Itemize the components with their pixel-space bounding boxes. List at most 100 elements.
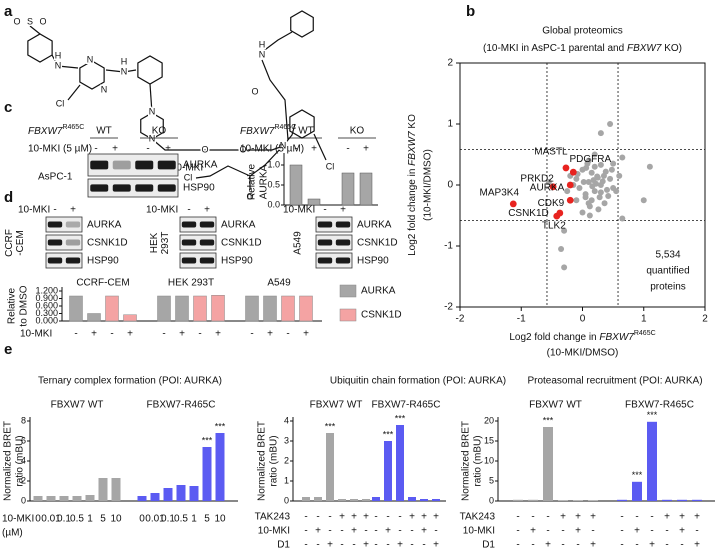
point xyxy=(585,157,592,164)
bar xyxy=(175,295,189,322)
genotype-label: FBXW7R465C xyxy=(240,124,296,136)
point-label: AURKA xyxy=(530,183,565,194)
sign-label: + xyxy=(421,512,427,523)
protein-label: HSP90 xyxy=(87,256,119,267)
bar xyxy=(123,314,137,322)
sign-label: - xyxy=(304,512,307,523)
treatment-label: 10-MKI xyxy=(283,205,315,216)
group-label: WT xyxy=(96,126,112,137)
ring xyxy=(27,33,53,63)
point xyxy=(597,189,604,196)
sign-label: - xyxy=(650,526,653,537)
sign-label: - xyxy=(162,329,165,340)
sign-label: - xyxy=(546,526,549,537)
y-tick-label: 2 xyxy=(447,58,453,69)
x-tick-label: 10 xyxy=(214,514,226,525)
point xyxy=(607,175,614,182)
y-tick-label: 0.900 xyxy=(35,293,58,303)
protein-label: AURKA xyxy=(357,220,392,231)
y-axis-label: ratio (mBU) xyxy=(473,435,484,486)
y-tick-label: 0 xyxy=(447,180,453,191)
point xyxy=(591,151,598,158)
point xyxy=(610,160,617,167)
group-label: FBXW7-R465C xyxy=(625,400,694,411)
x-tick-label: 0.1 xyxy=(161,514,175,525)
bar xyxy=(341,172,355,206)
bond xyxy=(261,31,293,53)
atom-label: N xyxy=(121,66,128,76)
significance: *** xyxy=(647,410,658,420)
atom-label: Cl xyxy=(326,161,335,171)
panel-letter: c xyxy=(4,99,12,116)
y-tick-label: 1.0 xyxy=(267,159,280,169)
point xyxy=(588,169,595,176)
bar xyxy=(157,295,171,322)
sign-label: - xyxy=(323,205,326,216)
band xyxy=(181,239,197,246)
genotype-label: FBXW7R465C xyxy=(28,124,84,136)
legend-label: AURKA xyxy=(361,286,396,297)
point xyxy=(586,203,593,210)
point xyxy=(646,163,653,170)
band xyxy=(317,221,333,228)
point xyxy=(589,183,596,190)
y-tick-label: 0.300 xyxy=(35,308,58,318)
x-axis-label-part: FBXW7 xyxy=(599,332,634,343)
sign-label: - xyxy=(650,512,653,523)
condition-label: 10-MKI xyxy=(463,526,495,537)
bar xyxy=(245,295,259,322)
point xyxy=(586,212,593,219)
point xyxy=(576,185,583,192)
annotation: proteins xyxy=(650,282,686,293)
band xyxy=(199,221,215,228)
y-tick-label: 5 xyxy=(489,475,494,485)
bar xyxy=(46,496,56,501)
x-tick-label: 0.5 xyxy=(174,514,188,525)
sign-label: - xyxy=(316,512,319,523)
bar xyxy=(33,496,43,501)
condition-label: 10-MKI xyxy=(258,526,290,537)
significance: *** xyxy=(202,435,213,445)
bar xyxy=(588,500,598,501)
bond xyxy=(249,145,284,190)
band xyxy=(135,160,154,170)
cell-line-label: HEK xyxy=(149,232,160,253)
sign-label: + xyxy=(433,512,439,523)
bar xyxy=(150,493,160,501)
genotype-label-part: R465C xyxy=(274,124,296,131)
x-axis-label: (10-MKI/DMSO) xyxy=(547,348,619,359)
x-axis-label: (µM) xyxy=(2,528,23,539)
group-label: KO xyxy=(152,126,167,137)
sign-label: - xyxy=(374,512,377,523)
sign-label: + xyxy=(385,526,391,537)
bar xyxy=(632,481,642,501)
point xyxy=(591,163,598,170)
x-tick-label: 0.01 xyxy=(145,514,165,525)
sign-label: - xyxy=(410,540,413,551)
sign-label: - xyxy=(374,526,377,537)
band xyxy=(199,257,215,264)
x-tick-label: 0 xyxy=(35,514,41,525)
y-tick-label: 3 xyxy=(284,435,289,445)
cell-line-label: -CEM xyxy=(15,230,26,256)
sign-label: + xyxy=(409,512,415,523)
sign-label: + xyxy=(127,329,133,340)
ring xyxy=(79,60,105,90)
blot xyxy=(45,252,83,269)
highlight-point xyxy=(549,183,557,191)
sign-label: - xyxy=(695,526,698,537)
sign-label: + xyxy=(590,512,596,523)
band xyxy=(335,221,351,228)
bar xyxy=(72,496,82,501)
sign-label: - xyxy=(352,540,355,551)
bar xyxy=(87,313,101,322)
atom-label: Cl xyxy=(56,98,65,108)
bond xyxy=(261,59,289,141)
point xyxy=(601,200,608,207)
y-tick-label: -1 xyxy=(444,241,453,252)
y-axis-label: Normalized BRET xyxy=(461,421,472,501)
highlight-point xyxy=(509,200,517,208)
sign-label: - xyxy=(398,512,401,523)
atom-label: N xyxy=(280,140,287,150)
group-label: CCRF-CEM xyxy=(76,278,129,289)
